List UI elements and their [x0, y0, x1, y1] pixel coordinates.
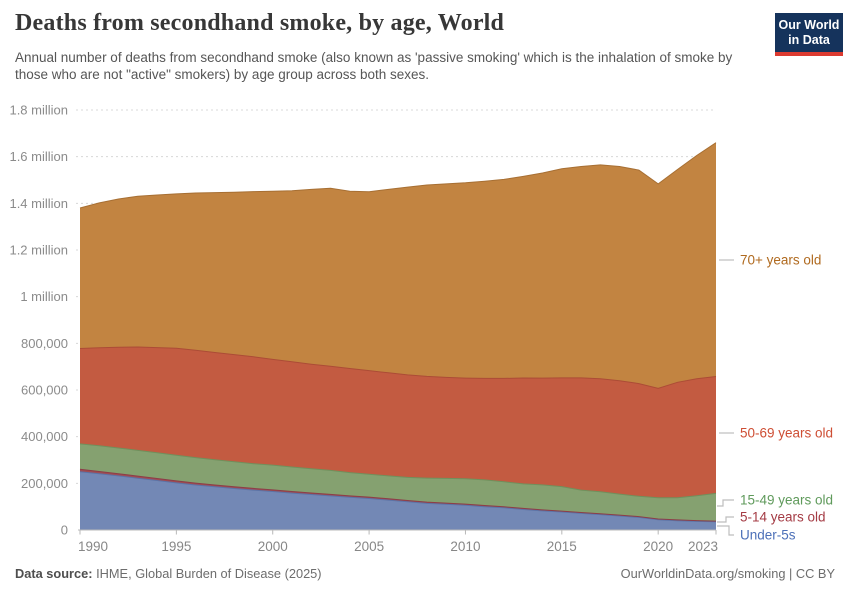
y-axis-tick-label: 1.4 million [9, 196, 68, 211]
x-axis-tick-label: 2015 [547, 539, 577, 554]
page-subtitle: Annual number of deaths from secondhand … [15, 50, 733, 82]
area-outline [79, 471, 717, 523]
y-axis-tick-label: 800,000 [21, 336, 68, 351]
legend-label-5-14-years-old[interactable]: 5-14 years old [740, 510, 826, 525]
area-outline [79, 346, 717, 389]
legend-connector [717, 525, 734, 536]
area-outline [79, 468, 717, 522]
data-source: Data source: IHME, Global Burden of Dise… [15, 566, 322, 581]
chart-canvas[interactable]: 0 200,000 400,000 600,000 800,000 1 million 1.… [0, 96, 850, 566]
data-source-label: Data source: [15, 566, 93, 581]
y-axis-tick-label: 400,000 [21, 429, 68, 444]
y-axis-tick-label: 0 [61, 523, 68, 538]
y-axis-tick-label: 1.2 million [9, 243, 68, 258]
area-outline [79, 443, 717, 499]
footer: Data source: IHME, Global Burden of Dise… [15, 566, 835, 581]
owid-logo-line2: in Data [788, 33, 830, 47]
legend-label-70-years-old[interactable]: 70+ years old [740, 253, 821, 268]
x-axis-tick-label: 2000 [258, 539, 288, 554]
data-source-value: IHME, Global Burden of Disease (2025) [92, 566, 322, 581]
owid-logo-line1: Our World [778, 18, 840, 32]
y-axis-tick-label: 1.8 million [9, 103, 68, 118]
area-70-years-old[interactable] [80, 142, 716, 389]
y-axis-tick-label: 200,000 [21, 476, 68, 491]
page-title: Deaths from secondhand smoke, by age, Wo… [15, 10, 505, 36]
area-50-69-years-old[interactable] [80, 347, 716, 498]
area-15-49-years-old[interactable] [80, 443, 716, 522]
x-axis-tick-label: 1990 [78, 539, 108, 554]
x-axis-tick-label: 1995 [161, 539, 191, 554]
legend-label-50-69-years-old[interactable]: 50-69 years old [740, 426, 833, 441]
y-axis-tick-label: 1 million [20, 289, 68, 304]
stacked-area-chart[interactable]: 0 200,000 400,000 600,000 800,000 1 million 1.… [0, 96, 850, 566]
x-axis-tick-label: 2020 [643, 539, 673, 554]
y-axis-tick-label: 600,000 [21, 383, 68, 398]
area-under-5s[interactable] [80, 471, 716, 530]
legend-label-under-5s[interactable]: Under-5s [740, 528, 796, 543]
y-axis-tick-label: 1.6 million [9, 149, 68, 164]
legend-label-15-49-years-old[interactable]: 15-49 years old [740, 493, 833, 508]
x-axis-tick-label: 2005 [354, 539, 384, 554]
footer-divider: | [785, 566, 796, 581]
x-axis-tick-label: 2010 [450, 539, 480, 554]
footer-attribution: OurWorldinData.org/smoking | CC BY [621, 566, 835, 581]
footer-license[interactable]: CC BY [795, 566, 835, 581]
footer-link[interactable]: OurWorldinData.org/smoking [620, 566, 786, 581]
x-axis-tick-label: 2023 [688, 539, 718, 554]
legend-connector [717, 499, 734, 507]
owid-logo[interactable]: Our World in Data [775, 13, 843, 56]
legend-connector [717, 516, 734, 523]
area-outline [79, 142, 717, 209]
